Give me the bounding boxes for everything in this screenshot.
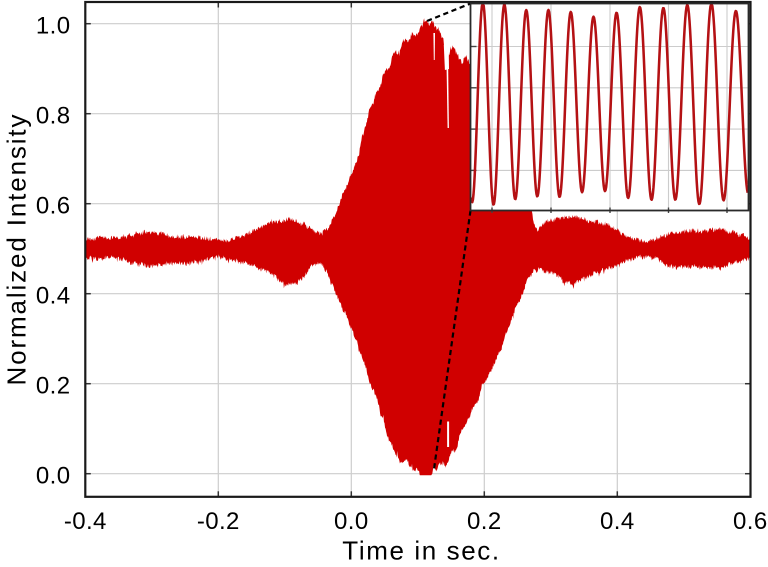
svg-text:-0.4: -0.4	[64, 508, 107, 535]
svg-text:-0.2: -0.2	[197, 508, 240, 535]
svg-text:0.2: 0.2	[36, 373, 71, 400]
svg-text:Normalized Intensity: Normalized Intensity	[2, 115, 32, 386]
svg-text:1.0: 1.0	[36, 13, 71, 40]
svg-text:0.6: 0.6	[733, 508, 768, 535]
svg-text:Time in sec.: Time in sec.	[342, 536, 500, 563]
svg-text:0.8: 0.8	[36, 103, 71, 130]
svg-text:0.0: 0.0	[334, 508, 369, 535]
svg-text:0.4: 0.4	[600, 508, 635, 535]
svg-text:0.6: 0.6	[36, 193, 71, 220]
svg-text:0.0: 0.0	[36, 463, 71, 490]
svg-text:0.4: 0.4	[36, 283, 71, 310]
svg-text:0.2: 0.2	[467, 508, 502, 535]
